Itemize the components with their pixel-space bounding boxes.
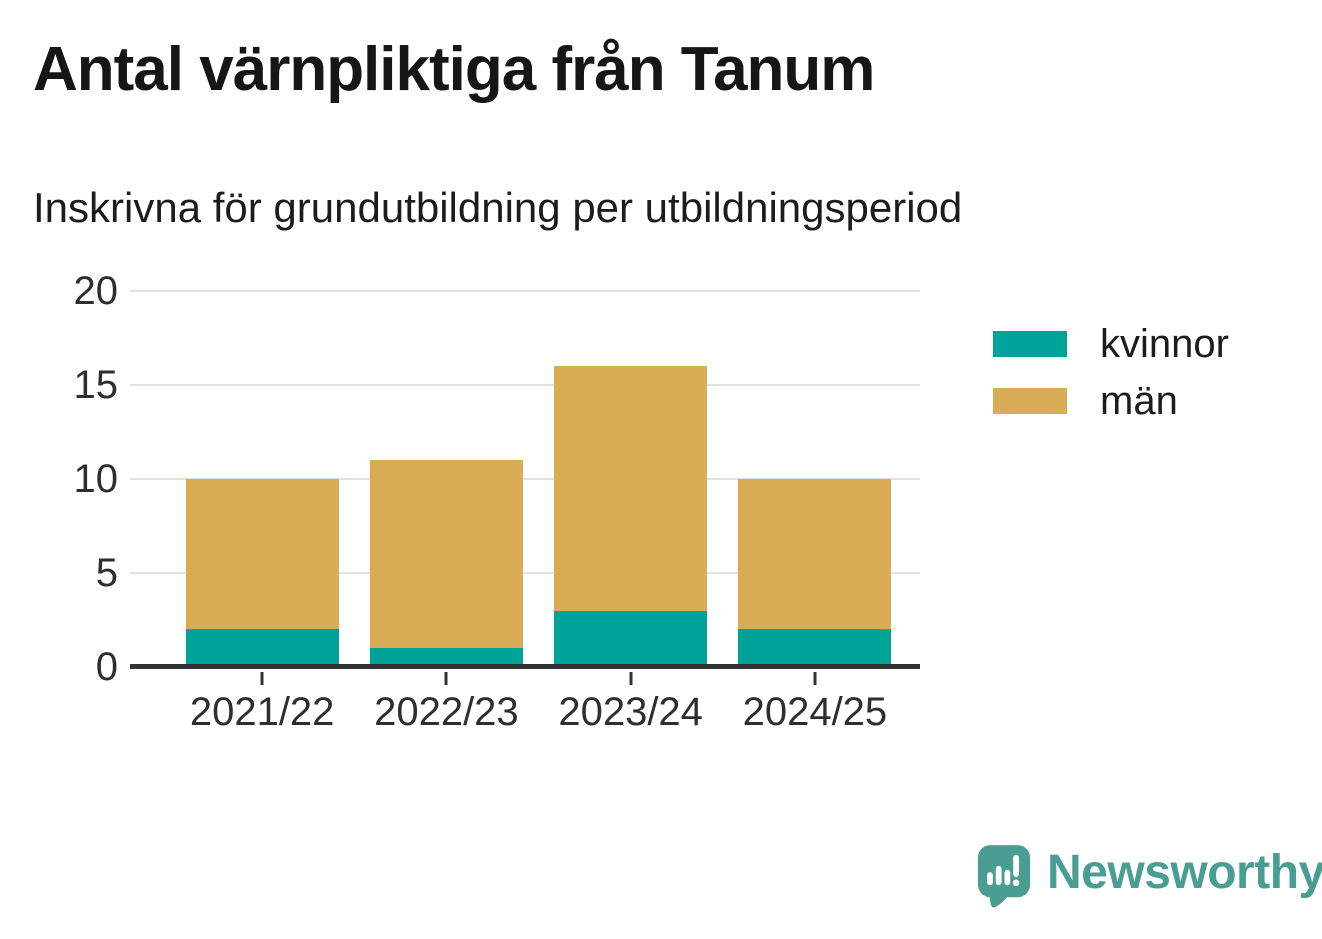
- bar-stack: [554, 291, 708, 667]
- bar-group-2021-22: 2021/22: [170, 291, 354, 734]
- y-tick-label: 20: [73, 269, 119, 313]
- y-tick-label: 5: [95, 551, 118, 595]
- legend-swatch-män: [993, 388, 1067, 414]
- bar-segment-kvinnor: [738, 629, 892, 667]
- gridline-5: [130, 572, 920, 574]
- gridlines: [130, 290, 920, 667]
- bar-segment-kvinnor: [185, 629, 339, 667]
- gridline-15: [130, 384, 920, 386]
- x-axis-tick: [629, 672, 633, 685]
- bar-segment-män: [554, 366, 708, 611]
- x-axis-tick: [813, 672, 817, 685]
- bar-stack: [369, 291, 523, 667]
- plot-area: 2021/22 2022/23 2023/24 2024/25: [130, 290, 920, 734]
- x-tick-label: 2021/22: [189, 690, 335, 734]
- bar-stack: [738, 291, 892, 667]
- bar-segment-män: [185, 479, 339, 630]
- x-axis-tick: [260, 672, 264, 685]
- brand-name: Newsworthy: [1047, 846, 1322, 899]
- y-tick-label: 10: [73, 457, 119, 501]
- legend-label: kvinnor: [1100, 322, 1229, 366]
- legend-swatch-kvinnor: [993, 331, 1067, 357]
- x-tick-label: 2022/23: [374, 690, 519, 734]
- bar-group-2023-24: 2023/24: [539, 291, 723, 734]
- bar-stack: [185, 291, 339, 667]
- x-tick-label: 2024/25: [742, 690, 888, 734]
- y-tick-label: 0: [95, 645, 118, 689]
- gridline-10: [130, 478, 920, 480]
- bar-segment-kvinnor: [554, 610, 708, 667]
- y-axis-labels: 0 5 10 15 20: [0, 271, 119, 687]
- gridline-20: [130, 290, 920, 292]
- bar-segment-män: [369, 460, 523, 649]
- bar-group-2024-25: 2024/25: [723, 291, 907, 734]
- legend-item-män: män: [993, 379, 1229, 423]
- legend-item-kvinnor: kvinnor: [993, 322, 1229, 366]
- bar-segment-män: [738, 479, 892, 630]
- legend-label: män: [1100, 379, 1178, 423]
- bars: 2021/22 2022/23 2023/24 2024/25: [170, 291, 907, 734]
- y-tick-label: 15: [73, 363, 119, 407]
- brand-logo: Newsworthy: [975, 842, 1322, 912]
- newsworthy-logo-icon: [977, 845, 1031, 908]
- legend: kvinnor män: [993, 322, 1229, 436]
- bar-segment-kvinnor: [369, 648, 523, 667]
- x-axis-line: [130, 664, 920, 669]
- x-axis-tick: [444, 672, 448, 685]
- x-tick-label: 2023/24: [558, 690, 703, 734]
- chart-title: Antal värnpliktiga från Tanum: [33, 35, 875, 104]
- bar-group-2022-23: 2022/23: [354, 291, 538, 734]
- chart-subtitle: Inskrivna för grundutbildning per utbild…: [33, 184, 963, 231]
